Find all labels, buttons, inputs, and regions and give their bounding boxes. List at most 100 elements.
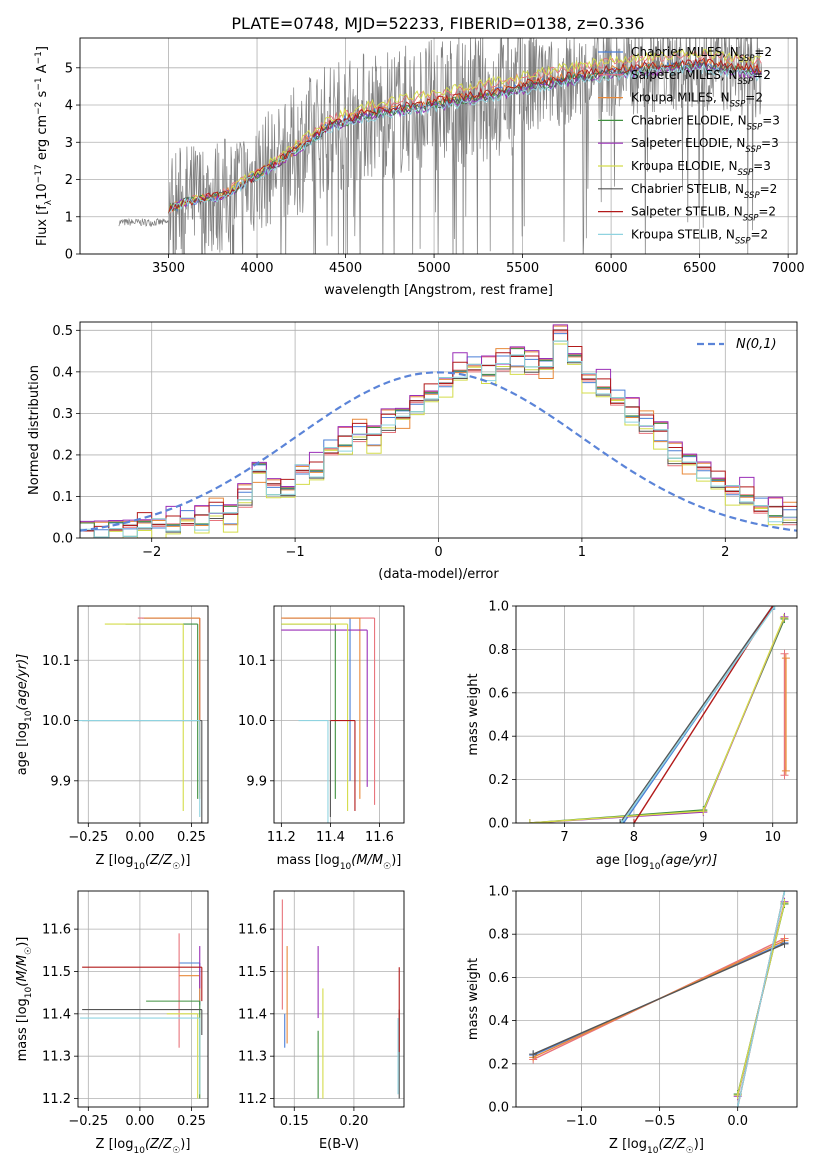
y-axis-label: Normed distribution <box>27 365 42 495</box>
histogram-step <box>80 340 797 538</box>
y-tick-label: 0.4 <box>52 365 73 380</box>
x-tick-label: 6000 <box>595 261 628 276</box>
data-point-marker <box>616 819 625 823</box>
axes-age-vs-Z: −0.25 0.00 0.25 9.9 10.0 10.1 Z [log10(Z/Z☉)] a… <box>15 605 209 872</box>
data-point-marker <box>780 939 789 948</box>
y-axis-label: mass weight <box>466 958 481 1040</box>
data-point-marker <box>699 807 708 816</box>
axes-mass-vs-Z: −0.25 0.00 0.25 11.2 11.3 11.4 11.5 11.6 Z [log1… <box>15 890 209 1156</box>
axes-frame <box>273 605 405 824</box>
x-tick-label: −0.5 <box>644 1114 676 1129</box>
y-tick-label: 10.1 <box>42 654 71 669</box>
y-tick-label: 0.6 <box>488 686 509 701</box>
y-tick-label: 0.1 <box>52 490 73 505</box>
x-tick-label: 6500 <box>683 261 716 276</box>
x-axis-label: mass [log10(M/M☉)] <box>277 853 402 872</box>
x-tick-label: 11.4 <box>316 830 345 845</box>
y-tick-label: 1.0 <box>488 885 509 900</box>
x-tick-label: 0 <box>434 545 442 560</box>
x-tick-label: 2 <box>721 545 729 560</box>
y-tick-label: 0.0 <box>52 532 73 547</box>
x-tick-label: −0.25 <box>68 1114 108 1129</box>
axes-frame <box>79 37 798 255</box>
y-tick-label: 0.2 <box>488 773 509 788</box>
data-point-marker <box>733 1103 742 1107</box>
axes-frame <box>273 890 405 1108</box>
data-point-marker <box>781 766 790 775</box>
axes-age-vs-mass: 11.2 11.4 11.6 9.9 10.0 10.1 mass [log10(M/M☉)… <box>238 605 405 872</box>
x-tick-label: 0.25 <box>177 1114 206 1129</box>
axes-spectrum: 3500 4000 4500 5000 5500 6000 6500 7000 0 1 2 3 4 5 wa… <box>34 37 805 298</box>
legend-entry: Kroupa ELODIE, NSSP=3 <box>631 159 771 178</box>
axes-frame <box>79 321 798 539</box>
data-point-marker <box>770 606 779 610</box>
plot-area-mass-vs-Z <box>80 933 203 1099</box>
x-tick-label: 9 <box>699 830 707 845</box>
axes-frame <box>515 890 798 1108</box>
x-axis-label: wavelength [Angstrom, rest frame] <box>324 283 553 298</box>
legend-entry: N(0,1) <box>736 337 777 352</box>
figure-title: PLATE=0748, MJD=52233, FIBERID=0138, z=0… <box>231 14 644 33</box>
y-tick-label: 11.6 <box>42 923 71 938</box>
x-tick-label: 0.0 <box>727 1114 748 1129</box>
x-tick-label: 5500 <box>506 261 539 276</box>
normal-reference-curve <box>80 371 797 532</box>
x-tick-label: 0.00 <box>125 1114 154 1129</box>
y-tick-label: 1.0 <box>488 600 509 615</box>
x-tick-label: 5000 <box>418 261 451 276</box>
mass-weight-line <box>620 606 776 823</box>
y-tick-label: 10.0 <box>238 714 267 729</box>
y-tick-label: 11.3 <box>42 1050 71 1065</box>
y-tick-label: 11.6 <box>238 923 267 938</box>
x-tick-label: 4000 <box>240 261 273 276</box>
y-axis-label: age [log10(age/yr)] <box>15 654 34 776</box>
y-tick-label: 5 <box>65 61 73 76</box>
y-tick-label: 0.5 <box>52 324 73 339</box>
y-tick-label: 11.2 <box>42 1092 71 1107</box>
x-axis-label: E(B-V) <box>319 1137 359 1152</box>
y-tick-label: 0.8 <box>488 643 509 658</box>
y-tick-label: 11.4 <box>238 1007 267 1022</box>
model-spectrum-line <box>168 63 762 215</box>
axes-frame <box>515 605 798 824</box>
y-tick-label: 11.4 <box>42 1007 71 1022</box>
data-point-marker <box>781 654 790 663</box>
axes-frame <box>77 605 209 824</box>
x-tick-label: 11.2 <box>267 830 296 845</box>
x-tick-label: 8 <box>630 830 638 845</box>
y-tick-label: 0.4 <box>488 730 509 745</box>
model-spectrum-line <box>168 57 762 215</box>
x-tick-label: 0.15 <box>280 1114 309 1129</box>
x-axis-label: Z [log10(Z/Z☉)] <box>609 1137 704 1156</box>
x-tick-label: 0.20 <box>339 1114 368 1129</box>
y-tick-label: 2 <box>65 173 73 188</box>
y-tick-label: 9.9 <box>246 774 267 789</box>
y-tick-label: 11.3 <box>238 1050 267 1065</box>
y-tick-label: 0.2 <box>52 448 73 463</box>
axes-residuals: −2 −1 0 1 2 0.0 0.1 0.2 0.3 0.4 0.5 (data-model)/er… <box>27 321 798 582</box>
x-tick-label: −0.25 <box>68 830 108 845</box>
x-axis-label: (data-model)/error <box>378 567 499 582</box>
x-tick-label: 0.00 <box>125 830 154 845</box>
data-point-marker <box>779 613 788 622</box>
y-tick-label: 3 <box>65 136 73 151</box>
spectrum-legend: Chabrier MILES, NSSP=2 Salpeter MILES, NS… <box>598 45 780 246</box>
y-axis-label: Flux [fλ10−17 erg cm−2 s−1 A−1] <box>34 46 54 246</box>
y-tick-label: 0 <box>65 248 73 263</box>
mass-weight-line <box>532 943 785 1055</box>
y-tick-label: 0.6 <box>488 971 509 986</box>
y-tick-label: 11.5 <box>42 965 71 980</box>
x-tick-label: −2 <box>142 545 161 560</box>
x-tick-label: −1 <box>286 545 305 560</box>
observed-spectrum-line <box>118 38 762 254</box>
mass-weight-line <box>737 891 786 1107</box>
plot-area-age-vs-mass <box>281 617 376 823</box>
y-tick-label: 0.0 <box>488 1101 509 1116</box>
y-tick-label: 0.8 <box>488 928 509 943</box>
y-tick-label: 10.1 <box>238 654 267 669</box>
x-tick-label: 4500 <box>329 261 362 276</box>
y-tick-label: 0.0 <box>488 817 509 832</box>
x-tick-label: 11.6 <box>365 830 394 845</box>
axes-massweight-vs-age: 7 8 9 10 0.0 0.2 0.4 0.6 0.8 1.0 age [log10(age/yr… <box>466 600 798 872</box>
axes-mass-vs-ebv: 0.15 0.20 11.2 11.3 11.4 11.5 11.6 E(B-V) <box>238 890 405 1152</box>
